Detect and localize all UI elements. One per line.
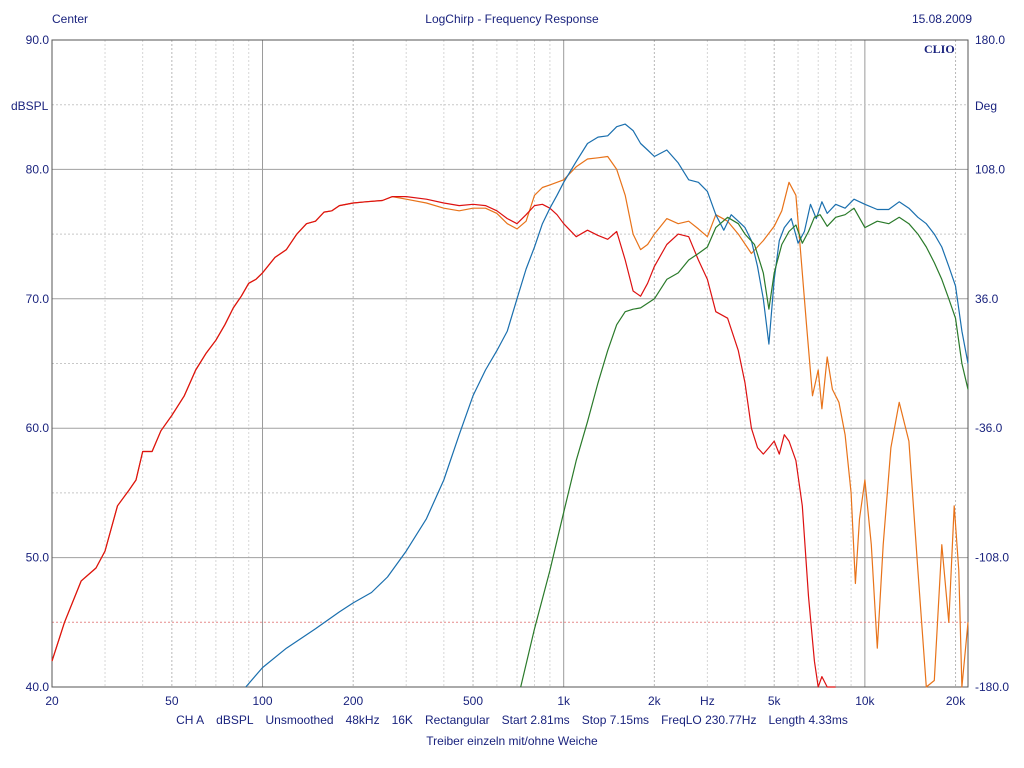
measurement-info-item: 48kHz — [345, 713, 380, 727]
response-curve — [51, 196, 836, 688]
x-tick-label: 1k — [557, 694, 571, 708]
measurement-info-line: CH A dBSPL Unsmoothed 48kHz 16K Rectangular St… — [0, 713, 1024, 727]
x-tick-label: 500 — [463, 694, 483, 708]
chart-curves — [51, 123, 969, 688]
response-curve — [51, 155, 969, 688]
measurement-info-item: 16K — [391, 713, 413, 727]
y-tick-label: 80.0 — [26, 162, 50, 176]
measurement-info-item: dBSPL — [216, 713, 254, 727]
y2-tick-label: -108.0 — [975, 551, 1009, 565]
x-tick-label: 5k — [768, 694, 782, 708]
measurement-info-item: Rectangular — [424, 713, 490, 727]
measurement-info-item: Stop 7.15ms — [581, 713, 650, 727]
measurement-info-item: Start 2.81ms — [501, 713, 570, 727]
y2-tick-label: -36.0 — [975, 421, 1003, 435]
response-curve — [520, 207, 969, 688]
chart-grid — [52, 40, 968, 687]
y2-tick-label: 180.0 — [975, 33, 1005, 47]
measurement-description: Treiber einzeln mit/ohne Weiche — [426, 734, 598, 748]
brand-logo-text: CLIO — [924, 42, 955, 56]
x-tick-label: 2k — [648, 694, 662, 708]
x-tick-label: Hz — [700, 694, 715, 708]
x-tick-label: 10k — [855, 694, 875, 708]
y-tick-label: 40.0 — [26, 680, 50, 694]
header-left-label: Center — [52, 12, 89, 26]
y2-axis-unit: Deg — [975, 99, 997, 113]
x-tick-label: 20 — [45, 694, 59, 708]
y2-tick-label: 36.0 — [975, 292, 999, 306]
measurement-info-item: Length 4.33ms — [768, 713, 848, 727]
measurement-info-item: FreqLO 230.77Hz — [661, 713, 757, 727]
y-tick-label: 50.0 — [26, 551, 50, 565]
y-tick-label: 70.0 — [26, 292, 50, 306]
y2-tick-label: -180.0 — [975, 680, 1009, 694]
measurement-info-item: CH A — [176, 713, 205, 727]
chart-tick-labels: 20 50 100 200 500 1k 2k Hz 5k 10k 20k 90.0 80.0 70.0 6… — [26, 33, 1010, 708]
header-date: 15.08.2009 — [911, 12, 972, 26]
y-tick-label: 60.0 — [26, 421, 50, 435]
x-tick-label: 200 — [343, 694, 363, 708]
response-curve — [245, 123, 969, 688]
y-tick-label: 90.0 — [26, 33, 50, 47]
measurement-info-item: Unsmoothed — [265, 713, 334, 727]
x-tick-label: 100 — [252, 694, 272, 708]
x-tick-label: 20k — [946, 694, 966, 708]
x-tick-label: 50 — [165, 694, 179, 708]
y-axis-unit: dBSPL — [11, 99, 49, 113]
y2-tick-label: 108.0 — [975, 162, 1005, 176]
chart-title: LogChirp - Frequency Response — [425, 12, 599, 26]
